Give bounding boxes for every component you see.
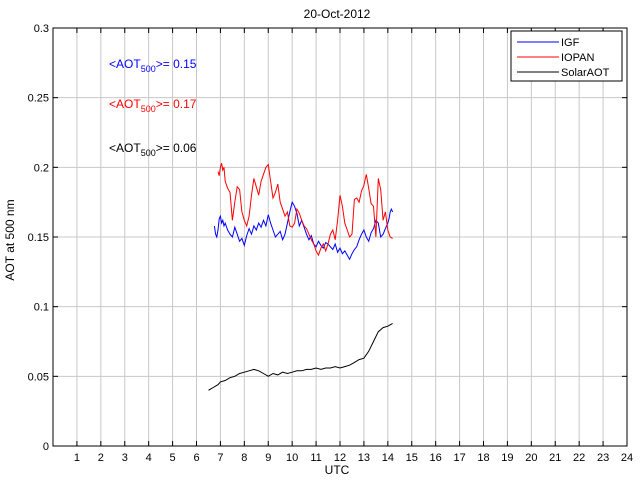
annotation-subscript: 500	[141, 64, 156, 74]
x-tick-label: 14	[382, 452, 394, 464]
x-tick-label: 8	[241, 452, 247, 464]
x-tick-label: 15	[406, 452, 418, 464]
annotation-suffix: >= 0.06	[156, 141, 197, 155]
x-tick-label: 9	[265, 452, 271, 464]
annotation-subscript: 500	[141, 104, 156, 114]
x-tick-label: 6	[193, 452, 199, 464]
y-tick-label: 0.25	[28, 93, 49, 105]
legend-label-igf: IGF	[561, 37, 580, 49]
x-tick-label: 19	[501, 452, 513, 464]
annotation-subscript: 500	[141, 148, 156, 158]
x-tick-label: 13	[358, 452, 370, 464]
legend-box	[510, 30, 623, 82]
legend-label-solaraot: SolarAOT	[561, 67, 610, 79]
x-tick-label: 2	[98, 452, 104, 464]
y-tick-label: 0	[43, 441, 49, 453]
y-tick-label: 0.2	[34, 162, 49, 174]
series-line-igf	[213, 200, 394, 261]
x-tick-label: 23	[597, 452, 609, 464]
chart-title: 20-Oct-2012	[304, 7, 371, 21]
axes	[52, 27, 628, 447]
series-lines	[208, 163, 394, 391]
y-tick-label: 0.1	[34, 302, 49, 314]
x-tick-label: 4	[146, 452, 152, 464]
legend-label-iopan: IOPAN	[561, 52, 594, 64]
annotation-prefix: <AOT	[109, 141, 141, 155]
y-tick-label: 0.05	[28, 371, 49, 383]
x-tick-label: 17	[453, 452, 465, 464]
tick-labels: 1 2 3 4 5 6 7 8 9 10 11 12 13 14 15 16 17 18 19 20 21 22 23 240…	[28, 23, 634, 464]
x-tick-label: 22	[573, 452, 585, 464]
x-tick-label: 21	[549, 452, 561, 464]
x-tick-label: 10	[286, 452, 298, 464]
mean-aot-annotations: <AOT500>= 0.15<AOT500>= 0.17<AOT500>= 0.…	[109, 57, 197, 158]
y-tick-label: 0.15	[28, 232, 49, 244]
annotation-mean-aot: <AOT500>= 0.17	[109, 97, 197, 114]
x-tick-label: 18	[477, 452, 489, 464]
annotation-prefix: <AOT	[109, 97, 141, 111]
series-line-iopan	[217, 163, 393, 257]
y-tick-label: 0.3	[34, 23, 49, 35]
x-tick-label: 16	[430, 452, 442, 464]
legend: IGF IOPAN SolarAOT	[510, 30, 623, 82]
x-tick-label: 1	[74, 452, 80, 464]
annotation-suffix: >= 0.15	[156, 57, 197, 71]
annotation-mean-aot: <AOT500>= 0.06	[109, 141, 197, 158]
x-tick-label: 5	[170, 452, 176, 464]
x-tick-label: 24	[621, 452, 633, 464]
annotation-suffix: >= 0.17	[156, 97, 197, 111]
y-axis-label: AOT at 500 nm	[3, 199, 17, 280]
x-tick-label: 20	[525, 452, 537, 464]
annotation-prefix: <AOT	[109, 57, 141, 71]
annotation-mean-aot: <AOT500>= 0.15	[109, 57, 197, 74]
x-tick-label: 7	[217, 452, 223, 464]
grid-lines	[53, 28, 627, 446]
x-tick-label: 3	[122, 452, 128, 464]
series-line-solaraot	[208, 322, 393, 391]
x-axis-label: UTC	[325, 463, 350, 477]
x-tick-label: 11	[310, 452, 321, 464]
plot-area-frame	[52, 27, 628, 447]
x-tick-label: 12	[334, 452, 346, 464]
